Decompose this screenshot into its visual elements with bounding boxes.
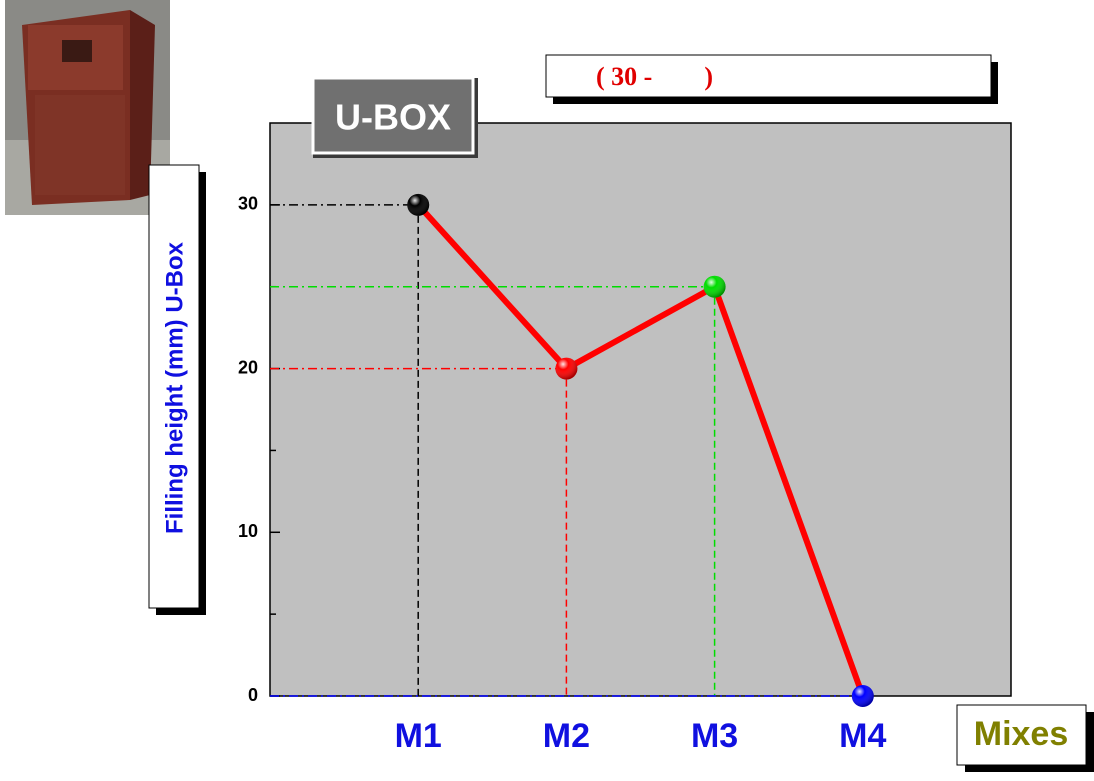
point-shine bbox=[703, 275, 726, 298]
x-label-box bbox=[956, 704, 1087, 766]
title-box bbox=[311, 76, 475, 155]
line bbox=[415, 202, 866, 698]
x-tick-label: M4 bbox=[839, 717, 886, 755]
y-label-box bbox=[148, 164, 200, 609]
y-tick-label: 20 bbox=[238, 357, 258, 377]
chart-title: U-BOX bbox=[335, 97, 451, 138]
subtitle-box bbox=[545, 54, 992, 98]
point-shine bbox=[851, 685, 874, 707]
x-tick-label: M1 bbox=[395, 717, 442, 755]
x-tick-label: M3 bbox=[691, 717, 738, 755]
point-shine bbox=[555, 357, 578, 380]
y-tick-label: 10 bbox=[238, 521, 258, 541]
photo bbox=[5, 0, 170, 215]
point-shine bbox=[407, 193, 430, 216]
y-tick-label: 30 bbox=[238, 194, 258, 214]
subtitle: ( 30 - ) bbox=[596, 62, 713, 91]
plot-area bbox=[269, 122, 1012, 697]
x-axis-label: Mixes bbox=[974, 715, 1069, 753]
x-tick-label: M2 bbox=[543, 717, 590, 755]
y-axis-label: Filling height (mm) U-Box bbox=[161, 241, 188, 534]
y-tick-label: 0 bbox=[248, 685, 258, 705]
